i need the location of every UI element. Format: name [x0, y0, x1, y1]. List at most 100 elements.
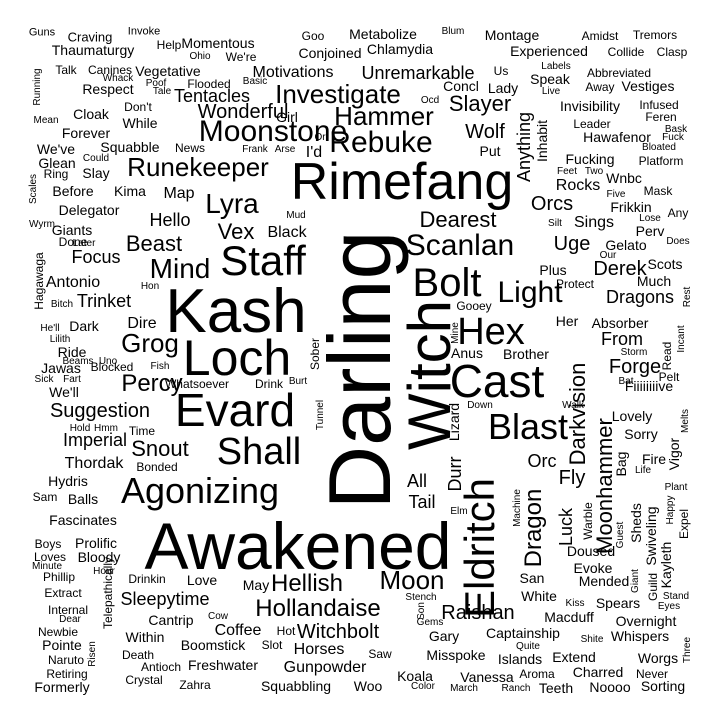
word-dear: Dear — [59, 614, 81, 625]
word-evard: Evard — [174, 384, 296, 436]
word-could: Could — [82, 153, 110, 164]
word-risen: Risen — [87, 641, 98, 667]
word-glean: Glean — [38, 155, 76, 171]
word-drink: Drink — [254, 377, 284, 391]
word-thordak: Thordak — [64, 455, 124, 472]
word-prolific: Prolific — [74, 535, 118, 551]
word-fuck: Fuck — [662, 132, 684, 143]
word-bloody: Bloody — [77, 549, 121, 565]
word-kiss: Kiss — [565, 598, 585, 609]
word-orcs: Orcs — [530, 193, 574, 215]
word-slot: Slot — [261, 638, 283, 652]
word-captainship: Captainship — [486, 625, 560, 641]
word-ring: Ring — [43, 167, 69, 181]
word-protect: Protect — [555, 277, 595, 291]
word-koala: Koala — [397, 668, 433, 684]
word-black: Black — [267, 224, 307, 241]
word-experienced: Experienced — [510, 43, 588, 59]
word-death: Death — [121, 648, 155, 662]
word-sam: Sam — [32, 490, 58, 504]
word-stand: Stand — [662, 591, 690, 602]
word-pointe: Pointe — [42, 637, 82, 653]
word-plant: Plant — [664, 482, 688, 493]
word-whispers: Whispers — [610, 628, 670, 644]
word-before: Before — [52, 183, 94, 199]
word-wnbc: Wnbc — [606, 170, 642, 186]
word-kima: Kima — [114, 183, 146, 199]
word-we-re: We're — [225, 50, 257, 64]
word-vegetative: Vegetative — [135, 63, 201, 79]
word-mask: Mask — [643, 184, 673, 198]
word-dragons: Dragons — [605, 287, 675, 307]
word-hex: Hex — [457, 311, 525, 353]
word-happy: Happy — [665, 495, 676, 525]
word-plus: Plus — [539, 262, 567, 278]
word-montage: Montage — [484, 27, 540, 43]
word-newbie: Newbie — [37, 625, 79, 639]
word-anything: Anything — [514, 111, 534, 183]
word-frank: Frank — [242, 144, 268, 155]
word-away: Away — [585, 80, 615, 94]
word-extend: Extend — [552, 649, 596, 665]
word-concl: Concl — [443, 78, 479, 94]
word-moonhammer: Moonhammer — [592, 418, 617, 554]
word-scales: Scales — [28, 173, 39, 205]
word-storm: Storm — [620, 347, 648, 358]
word-flooded: Flooded — [187, 77, 231, 91]
word-fly: Fly — [558, 467, 586, 489]
word-two: Two — [584, 166, 604, 177]
word-horses: Horses — [293, 641, 345, 658]
word-boomstick: Boomstick — [180, 637, 246, 653]
word-snout: Snout — [131, 436, 189, 461]
word-balls: Balls — [67, 491, 99, 507]
word-slay: Slay — [82, 165, 110, 181]
word-giants: Giants — [51, 222, 93, 238]
word-mended: Mended — [578, 573, 630, 589]
word-done: Done — [58, 235, 88, 249]
word-conjoined: Conjoined — [298, 45, 362, 61]
word-dearest: Dearest — [419, 207, 497, 232]
word-love: Love — [186, 572, 218, 588]
word-son: Son — [416, 602, 427, 620]
word-staff: Staff — [220, 237, 306, 284]
word-whack: Whack — [102, 73, 134, 84]
word-feren: Feren — [645, 110, 677, 124]
word-fire: Fire — [641, 451, 667, 467]
word-i-d: I'd — [305, 144, 323, 161]
word-bloated: Bloated — [642, 142, 676, 153]
word-life: Life — [634, 465, 652, 476]
word-scots: Scots — [647, 256, 683, 272]
word-tremors: Tremors — [632, 28, 678, 42]
word-three: Three — [682, 636, 693, 664]
word-sick: Sick — [34, 374, 54, 385]
word-cloak: Cloak — [73, 106, 109, 122]
word-talk: Talk — [55, 63, 77, 77]
word-thaumaturgy: Thaumaturgy — [51, 42, 135, 58]
word-worgs: Worgs — [637, 650, 679, 666]
word-cantrip: Cantrip — [148, 612, 194, 628]
word-hellish: Hellish — [270, 570, 344, 597]
word-craving: Craving — [67, 29, 113, 45]
word-fucking: Fucking — [565, 151, 615, 167]
word-uno: Uno — [98, 356, 118, 367]
word-white: White — [521, 588, 557, 604]
word-bolt: Bolt — [412, 261, 482, 305]
word-forever: Forever — [61, 125, 111, 141]
word-vigor: Vigor — [666, 437, 682, 471]
word-labels: Labels — [541, 61, 571, 72]
word-lyra: Lyra — [205, 188, 259, 219]
word-guest: Guest — [615, 521, 626, 549]
word-durr: Durr — [445, 456, 465, 492]
word-imperial: Imperial — [62, 430, 128, 450]
word-suggestion: Suggestion — [49, 400, 151, 422]
word-evoke: Evoke — [573, 560, 613, 576]
word-abbreviated: Abbreviated — [586, 66, 652, 80]
word-percy: Percy — [121, 370, 183, 397]
word-bask: Bask — [664, 124, 688, 135]
word-lovely: Lovely — [611, 408, 653, 424]
word-spears: Spears — [595, 595, 641, 611]
word-hydris: Hydris — [48, 473, 88, 489]
word-giant: Giant — [630, 569, 641, 593]
word-awakened: Awakened — [144, 509, 452, 583]
word-does: Does — [666, 236, 690, 247]
